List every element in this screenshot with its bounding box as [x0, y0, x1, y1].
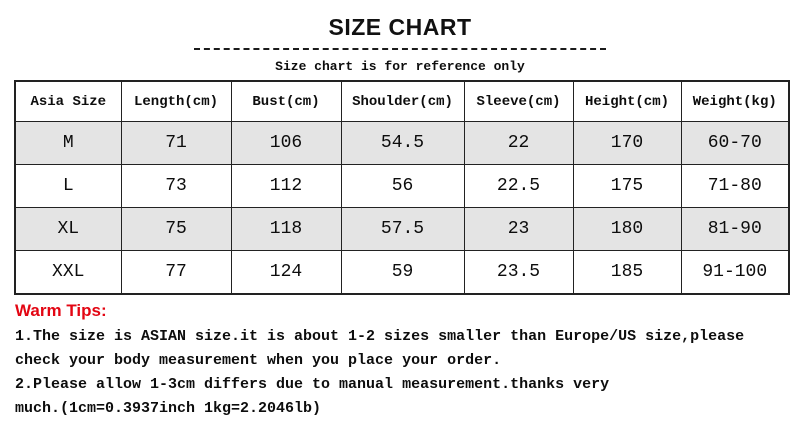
size-label: L: [14, 164, 122, 208]
column-header-bust: Bust(cm): [230, 80, 342, 122]
size-label: XL: [14, 207, 122, 251]
height-value: 170: [572, 121, 682, 165]
shoulder-value: 56: [340, 164, 465, 208]
sleeve-value: 23.5: [463, 250, 574, 295]
length-value: 73: [120, 164, 232, 208]
sleeve-value: 22.5: [463, 164, 574, 208]
table-header-row: Asia Size Length(cm) Bust(cm) Shoulder(c…: [14, 80, 790, 122]
column-header-asia-size: Asia Size: [14, 80, 122, 122]
sleeve-value: 23: [463, 207, 574, 251]
height-value: 185: [572, 250, 682, 295]
table-row-l: L 73 112 56 22.5 175 71-80: [14, 164, 790, 208]
bust-value: 112: [230, 164, 342, 208]
size-table: Asia Size Length(cm) Bust(cm) Shoulder(c…: [14, 80, 790, 295]
weight-value: 91-100: [680, 250, 790, 295]
column-header-shoulder: Shoulder(cm): [340, 80, 465, 122]
length-value: 71: [120, 121, 232, 165]
column-header-height: Height(cm): [572, 80, 682, 122]
shoulder-value: 54.5: [340, 121, 465, 165]
warm-tips-section: Warm Tips: 1.The size is ASIAN size.it i…: [15, 301, 800, 421]
size-label: XXL: [14, 250, 122, 295]
warm-tips-heading: Warm Tips:: [15, 301, 107, 320]
page-title: SIZE CHART: [328, 14, 472, 40]
length-value: 77: [120, 250, 232, 295]
tip-line-3: 2.Please allow 1-3cm differs due to manu…: [15, 376, 610, 393]
tip-line-1: 1.The size is ASIAN size.it is about 1-2…: [15, 328, 745, 345]
column-header-sleeve: Sleeve(cm): [463, 80, 574, 122]
weight-value: 81-90: [680, 207, 790, 251]
length-value: 75: [120, 207, 232, 251]
size-chart-page: SIZE CHART Size chart is for reference o…: [0, 14, 800, 421]
weight-value: 71-80: [680, 164, 790, 208]
shoulder-value: 57.5: [340, 207, 465, 251]
tip-line-2: check your body measurement when you pla…: [15, 352, 502, 369]
table-row-xl: XL 75 118 57.5 23 180 81-90: [14, 207, 790, 251]
bust-value: 124: [230, 250, 342, 295]
height-value: 180: [572, 207, 682, 251]
bust-value: 118: [230, 207, 342, 251]
subtitle: Size chart is for reference only: [275, 59, 525, 74]
height-value: 175: [572, 164, 682, 208]
column-header-length: Length(cm): [120, 80, 232, 122]
size-label: M: [14, 121, 122, 165]
sleeve-value: 22: [463, 121, 574, 165]
title-divider: [194, 48, 606, 50]
bust-value: 106: [230, 121, 342, 165]
column-header-weight: Weight(kg): [680, 80, 790, 122]
tip-line-4: much.(1cm=0.3937inch 1kg=2.2046lb): [15, 400, 322, 417]
shoulder-value: 59: [340, 250, 465, 295]
weight-value: 60-70: [680, 121, 790, 165]
table-row-xxl: XXL 77 124 59 23.5 185 91-100: [14, 250, 790, 295]
table-row-m: M 71 106 54.5 22 170 60-70: [14, 121, 790, 165]
